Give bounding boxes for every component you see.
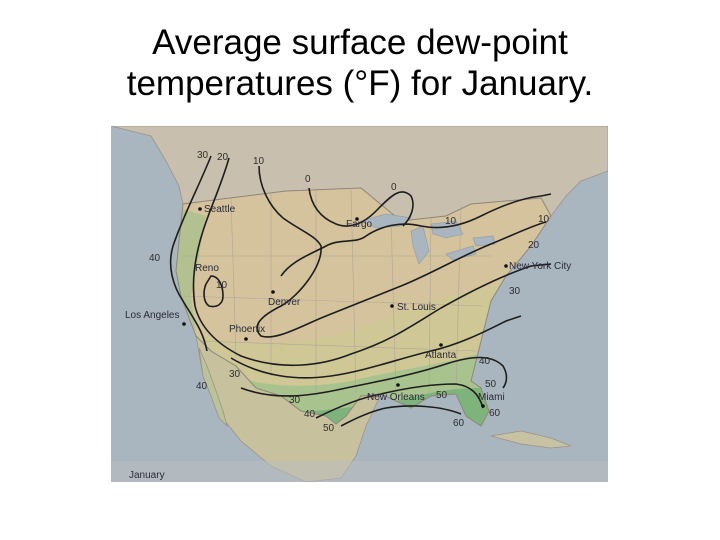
- isoline-0: [308, 187, 414, 227]
- caption-strip: [111, 461, 608, 482]
- city-denver: Denver: [268, 297, 301, 308]
- isoline-20-west: [192, 157, 552, 367]
- label-30-mexico: 30: [289, 395, 301, 406]
- denver-dot: [271, 290, 275, 294]
- label-10-reno: 10: [216, 280, 228, 291]
- isoline-10-north: [280, 193, 552, 277]
- seattle-dot: [198, 207, 202, 211]
- new-york-dot: [504, 264, 508, 268]
- label-0-west: 0: [305, 174, 311, 185]
- los-angeles-dot: [182, 322, 186, 326]
- city-markers: Seattle Fargo Reno Denver Los Angeles Ph…: [125, 204, 571, 408]
- label-10-nw: 10: [253, 156, 265, 167]
- cuba-island: [490, 430, 572, 449]
- city-miami: Miami: [478, 392, 505, 403]
- city-st-louis: St. Louis: [397, 302, 436, 313]
- st-louis-dot: [390, 304, 394, 308]
- city-los-angeles: Los Angeles: [125, 310, 180, 321]
- isoline-40: [240, 356, 508, 397]
- city-new-orleans: New Orleans: [367, 392, 425, 403]
- label-60-keys: 60: [453, 418, 465, 429]
- map-svg: 30 20 10 0 0 10 10 20 30 40 10 30 40 40 …: [111, 126, 608, 482]
- label-30-nw: 30: [197, 150, 209, 161]
- isoline-labels: 30 20 10 0 0 10 10 20 30 40 10 30 40 40 …: [149, 150, 550, 434]
- us-outline: [175, 187, 552, 427]
- phoenix-dot: [244, 337, 248, 341]
- label-40-baja: 40: [196, 381, 208, 392]
- dew-point-map: 30 20 10 0 0 10 10 20 30 40 10 30 40 40 …: [111, 126, 608, 482]
- label-10-lakes: 10: [445, 216, 457, 227]
- city-fargo: Fargo: [346, 219, 373, 230]
- title-line-2: temperatures (°F) for January.: [126, 64, 594, 103]
- label-0-east: 0: [391, 182, 397, 193]
- new-orleans-dot: [396, 383, 400, 387]
- page-title: Average surface dew-point temperatures (…: [0, 22, 720, 104]
- label-30-ne: 30: [509, 286, 521, 297]
- label-50-florida: 50: [485, 379, 497, 390]
- label-50-gulf: 50: [436, 390, 448, 401]
- city-reno: Reno: [195, 263, 219, 274]
- dew-point-isolines: [169, 155, 552, 427]
- title-line-1: Average surface dew-point: [152, 23, 568, 62]
- city-seattle: Seattle: [204, 204, 236, 215]
- city-atlanta: Atlanta: [425, 350, 457, 361]
- isoline-30-west: [169, 155, 212, 352]
- atlanta-dot: [439, 343, 443, 347]
- great-lakes: [360, 213, 496, 265]
- label-50-gulf-west: 50: [323, 423, 335, 434]
- isoline-60: [340, 405, 462, 427]
- miami-dot: [481, 404, 485, 408]
- isoline-30-south: [230, 315, 522, 379]
- city-phoenix: Phoenix: [229, 324, 265, 335]
- city-new-york: New York City: [509, 261, 571, 272]
- label-60-miami: 60: [489, 408, 501, 419]
- baja-peninsula: [198, 347, 228, 428]
- isoline-50: [315, 383, 484, 419]
- label-20-nw: 20: [217, 152, 229, 163]
- fargo-dot: [355, 217, 359, 221]
- isoline-10-reno-loop: [203, 275, 224, 308]
- label-30-sw: 30: [229, 369, 241, 380]
- isoline-10: [256, 165, 547, 338]
- label-10-ne: 10: [538, 214, 550, 225]
- label-40-pacific: 40: [149, 253, 161, 264]
- label-40-east: 40: [479, 356, 491, 367]
- label-40-mexico: 40: [304, 409, 316, 420]
- state-borders: [181, 187, 491, 399]
- month-label: January: [129, 470, 165, 481]
- label-20-ne: 20: [528, 240, 540, 251]
